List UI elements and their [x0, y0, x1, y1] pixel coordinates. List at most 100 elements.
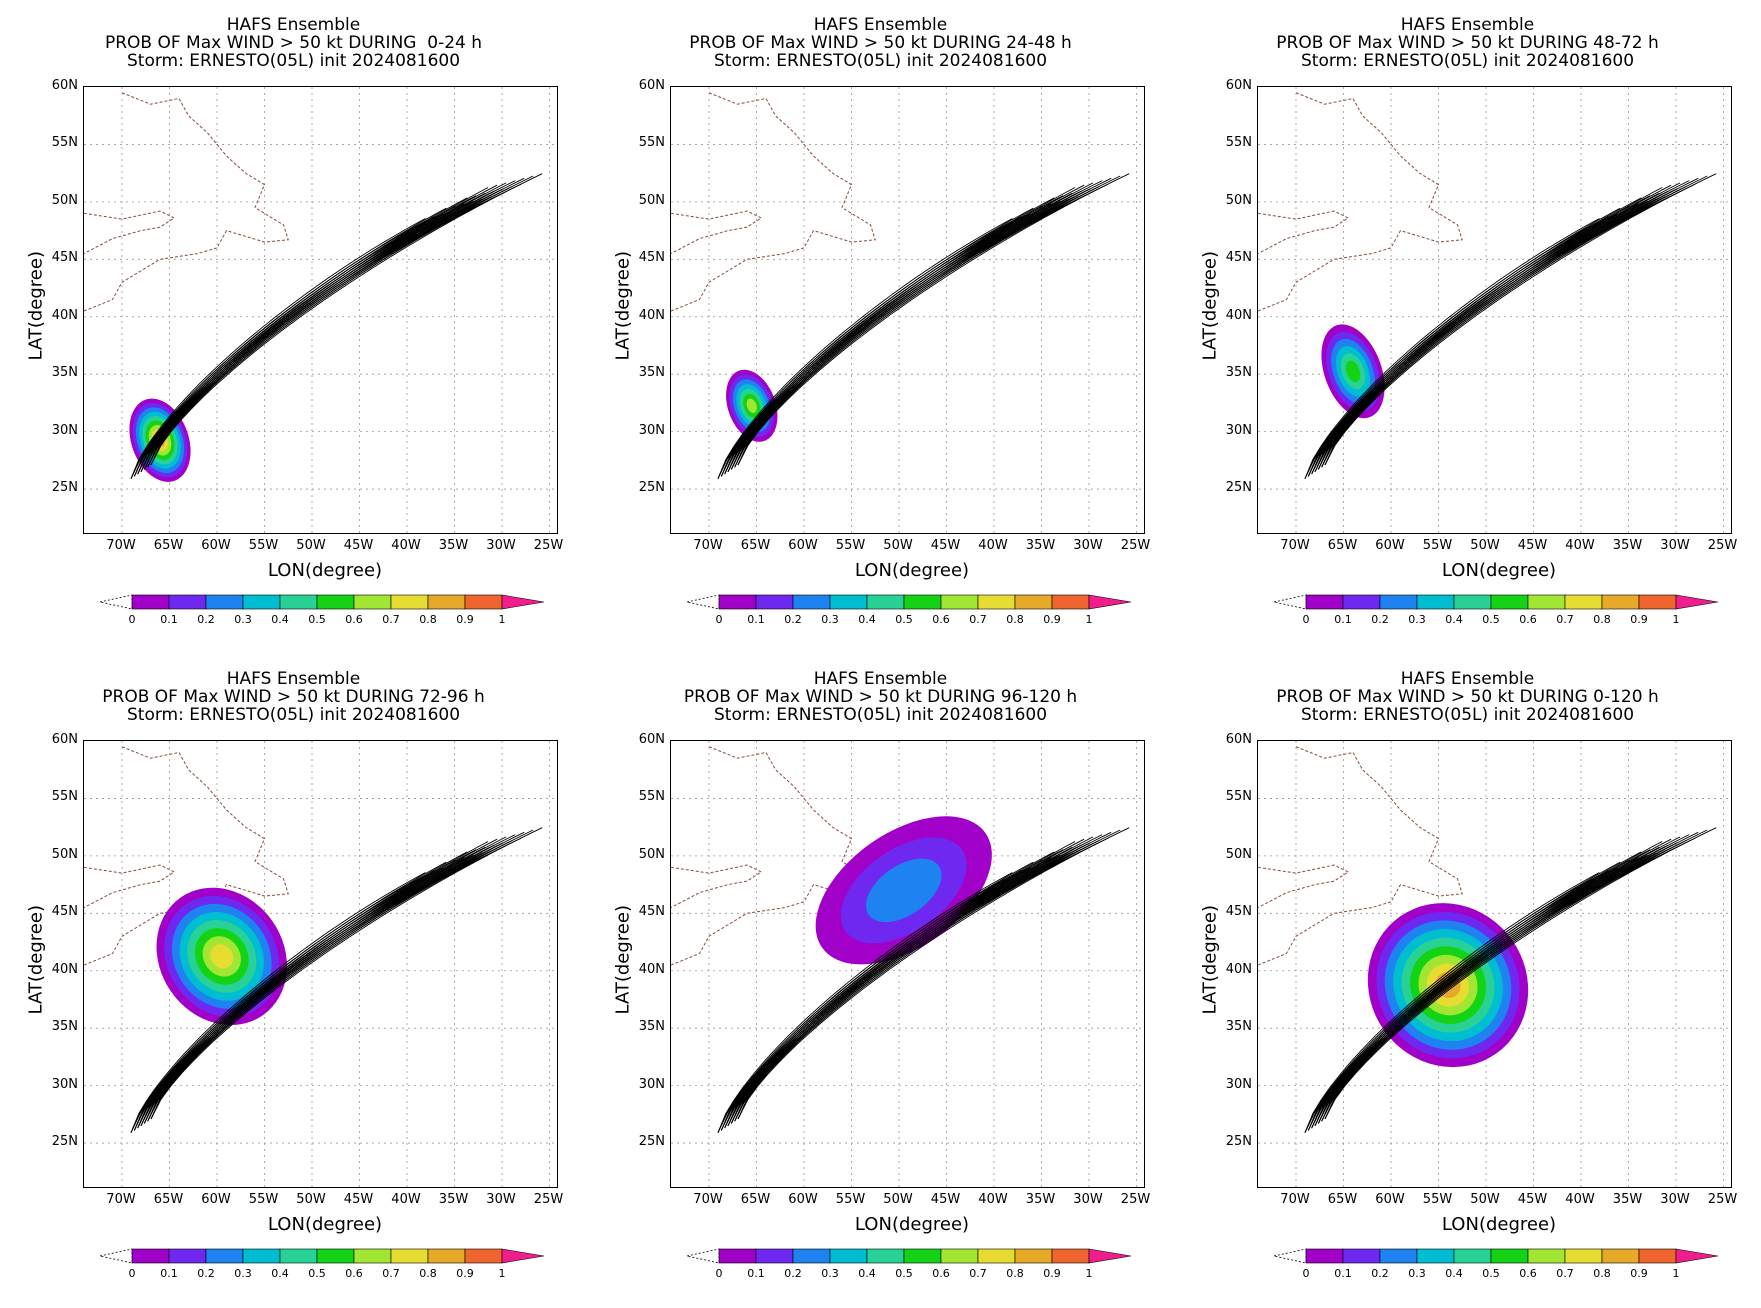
- colorbar-segment: [1527, 594, 1566, 610]
- ensemble-track: [1324, 193, 1675, 466]
- lon-tick-label: 35W: [1025, 1192, 1056, 1207]
- colorbar-segment: [1379, 594, 1418, 610]
- ensemble-track: [724, 203, 1052, 475]
- colorbar-label: 0.8: [1006, 613, 1024, 626]
- colorbar-segment: [1453, 594, 1492, 610]
- ensemble-track: [147, 829, 534, 1122]
- lat-tick-label: 25N: [638, 1134, 665, 1150]
- lon-tick-label: 25W: [1120, 538, 1151, 553]
- ensemble-track: [130, 872, 426, 1133]
- lat-tick-label: 55N: [51, 135, 78, 151]
- ensemble-track: [1311, 182, 1681, 475]
- colorbar-label: 0.2: [1371, 613, 1389, 626]
- colorbar-segment: [792, 1248, 831, 1264]
- colorbar-label: 0.4: [858, 1267, 876, 1280]
- colorbar-label: 0: [715, 613, 723, 626]
- colorbar-label: 0.6: [345, 613, 363, 626]
- lat-tick-label: 50N: [638, 846, 665, 862]
- colorbar-label: 0.6: [1519, 613, 1537, 626]
- ensemble-track: [1304, 207, 1621, 479]
- lat-tick-label: 30N: [638, 1076, 665, 1092]
- panel-subtitle: PROB OF Max WIND > 50 kt DURING 0-120 h: [1276, 687, 1659, 707]
- lat-tick-label: 25N: [1225, 480, 1252, 496]
- colorbar-segment: [903, 594, 942, 610]
- colorbar-segment: [829, 594, 868, 610]
- colorbar-segment: [1527, 1248, 1566, 1264]
- colorbar-low-arrow: [100, 1248, 133, 1264]
- colorbar-label: 0.3: [821, 1267, 839, 1280]
- ensemble-track: [143, 198, 483, 470]
- ensemble-track: [1321, 196, 1666, 468]
- colorbar-segment: [242, 594, 281, 610]
- colorbar-low-arrow: [687, 1248, 720, 1264]
- lat-tick-label: 40N: [51, 307, 78, 323]
- panel-title: HAFS Ensemble: [226, 669, 361, 689]
- colorbar-label: 0.9: [1630, 1267, 1648, 1280]
- ensemble-track: [130, 207, 447, 479]
- lon-tick-label: 35W: [1612, 538, 1643, 553]
- lat-tick-label: 35N: [1225, 365, 1252, 381]
- lon-tick-label: 50W: [1470, 538, 1500, 553]
- lat-tick-label: 50N: [51, 192, 78, 208]
- lon-tick-label: 45W: [930, 1192, 961, 1207]
- lat-tick-label: 35N: [51, 365, 78, 381]
- coastline: [671, 746, 876, 966]
- colorbar-segment: [1416, 1248, 1455, 1264]
- lat-tick-label: 45N: [51, 250, 78, 266]
- colorbar-label: 0.5: [895, 613, 913, 626]
- colorbar-segment: [1379, 1248, 1418, 1264]
- ensemble-track: [140, 190, 495, 472]
- lon-tick-label: 60W: [1375, 538, 1405, 553]
- colorbar-label: 0.8: [419, 613, 437, 626]
- colorbar-label: 0.4: [271, 613, 289, 626]
- ensemble-track: [734, 196, 1079, 468]
- colorbar-label: 0.1: [1334, 1267, 1352, 1280]
- colorbar-segment: [1638, 594, 1677, 610]
- lat-tick-label: 50N: [1225, 846, 1252, 862]
- colorbar-label: 0.3: [1408, 613, 1426, 626]
- ensemble-track: [727, 190, 1082, 472]
- lon-tick-label: 70W: [106, 1192, 136, 1207]
- ensemble-track: [150, 183, 522, 466]
- colorbar-label: 0.5: [308, 1267, 326, 1280]
- colorbar-segment: [866, 594, 905, 610]
- lon-tick-label: 70W: [106, 538, 136, 553]
- colorbar-label: 0.8: [419, 1267, 437, 1280]
- colorbar-label: 0.2: [784, 1267, 802, 1280]
- lat-tick-label: 45N: [1225, 250, 1252, 266]
- map-svg: [671, 87, 1144, 533]
- colorbar-label: 0.5: [1482, 613, 1500, 626]
- x-axis-title: LON(degree): [1441, 1214, 1557, 1235]
- colorbar-segment: [1564, 1248, 1603, 1264]
- colorbar-label: 0: [1302, 613, 1310, 626]
- ensemble-track: [717, 187, 1076, 479]
- colorbar-high-arrow: [1675, 1248, 1719, 1264]
- colorbar-label: 0: [128, 1267, 136, 1280]
- panel-storm-line: Storm: ERNESTO(05L) init 2024081600: [713, 705, 1048, 725]
- colorbar-low-arrow: [100, 594, 133, 610]
- ensemble-track: [1311, 836, 1681, 1129]
- ensemble-track: [143, 177, 525, 470]
- ensemble-track: [737, 173, 1130, 466]
- ensemble-track: [150, 193, 501, 466]
- lat-tick-label: 60N: [1225, 732, 1252, 747]
- ensemble-track: [147, 206, 471, 468]
- colorbar-label: 0: [1302, 1267, 1310, 1280]
- colorbar-segment: [316, 594, 355, 610]
- lon-tick-label: 65W: [740, 1192, 771, 1207]
- colorbar-segment: [1416, 594, 1455, 610]
- ensemble-track: [130, 851, 468, 1133]
- lon-tick-label: 30W: [1073, 538, 1103, 553]
- colorbar-label: 0.1: [160, 613, 178, 626]
- panel-title: HAFS Ensemble: [226, 15, 361, 35]
- map-panel-48-72: HAFS Ensemble PROB OF Max WIND > 50 kt DU…: [1174, 0, 1761, 654]
- colorbar-label: 0.6: [1519, 1267, 1537, 1280]
- lat-tick-label: 55N: [638, 135, 665, 151]
- colorbar-label: 0.8: [1593, 1267, 1611, 1280]
- lat-tick-label: 60N: [51, 78, 78, 93]
- lat-tick-label: 40N: [51, 961, 78, 977]
- colorbar-segment: [755, 594, 794, 610]
- ensemble-track: [734, 206, 1058, 468]
- colorbar-segment: [168, 1248, 207, 1264]
- panel-title: HAFS Ensemble: [1400, 15, 1535, 35]
